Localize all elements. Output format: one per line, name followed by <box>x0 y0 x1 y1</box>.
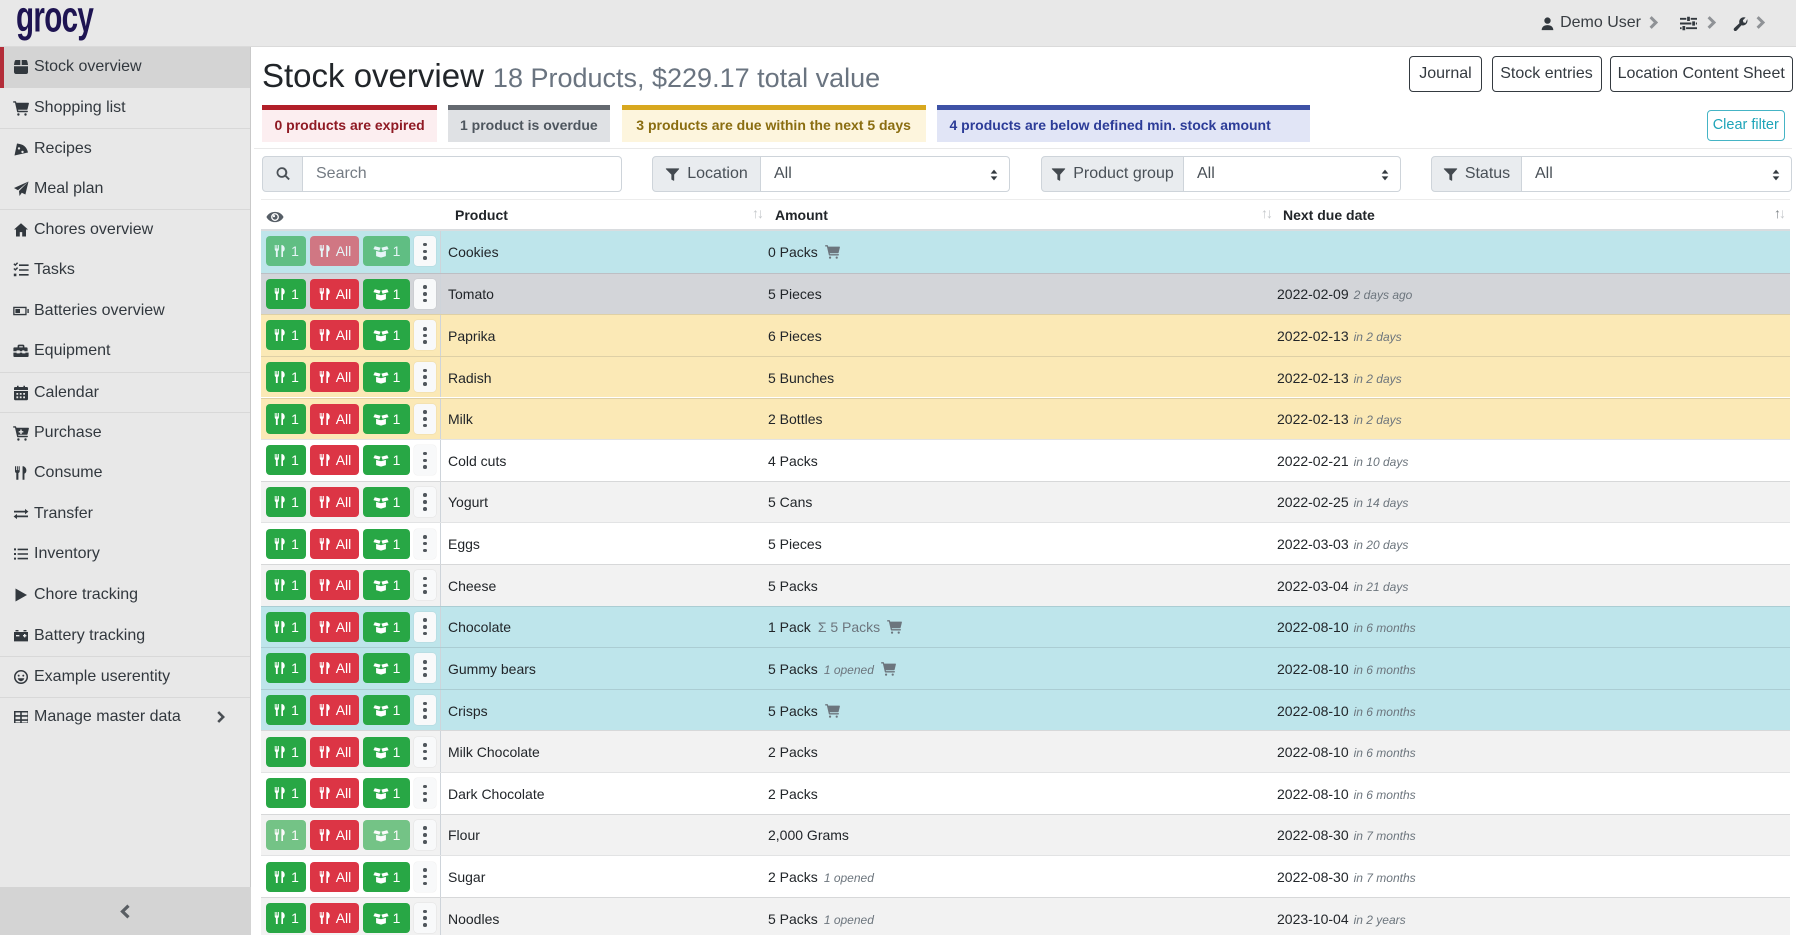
svg-text:grocy: grocy <box>16 0 94 41</box>
